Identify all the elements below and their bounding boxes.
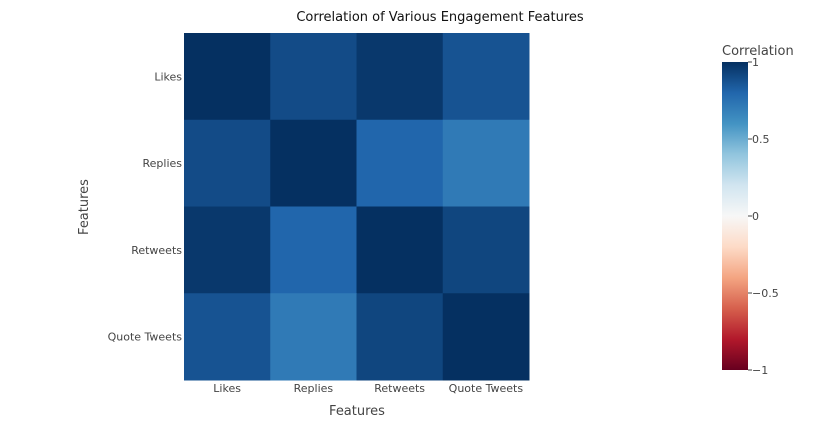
- y-tick-label: Replies: [142, 157, 182, 170]
- colorbar-tick-label: −0.5: [752, 287, 779, 300]
- colorbar-tick-label: −1: [752, 364, 768, 377]
- y-axis-title: Features: [77, 179, 92, 235]
- y-tick-label: Likes: [154, 70, 182, 83]
- heatmap-cell: [270, 293, 357, 381]
- x-tick-label: Quote Tweets: [449, 382, 524, 395]
- heatmap-cell: [184, 293, 271, 381]
- heatmap-cell: [442, 119, 530, 207]
- heatmap-cell: [442, 206, 530, 294]
- heatmap-cell: [184, 33, 271, 121]
- x-tick-label: Retweets: [374, 382, 425, 395]
- heatmap-cell: [356, 33, 444, 121]
- y-tick-label: Retweets: [131, 244, 182, 257]
- heatmap-cell: [270, 206, 357, 294]
- colorbar-ticks: 1 0.5 0 −0.5 −1: [748, 56, 779, 377]
- heatmap-cell: [270, 119, 357, 207]
- heatmap-cell: [184, 206, 271, 294]
- x-tick-label: Replies: [294, 382, 334, 395]
- heatmap-cells: [184, 33, 530, 381]
- heatmap-cell: [356, 119, 444, 207]
- colorbar-title: Correlation: [722, 44, 794, 59]
- colorbar-tick-label: 0: [752, 210, 759, 223]
- y-tick-label: Quote Tweets: [108, 331, 183, 344]
- heatmap-cell: [356, 293, 444, 381]
- x-tick-label: Likes: [213, 382, 241, 395]
- colorbar-tick-label: 1: [752, 56, 759, 69]
- heatmap-cell: [442, 293, 530, 381]
- x-axis-ticks: Likes Replies Retweets Quote Tweets: [213, 382, 523, 395]
- heatmap-cell: [270, 33, 357, 121]
- x-axis-title: Features: [329, 404, 385, 419]
- colorbar-tick-label: 0.5: [752, 133, 770, 146]
- colorbar: [722, 62, 748, 370]
- heatmap-cell: [442, 33, 530, 121]
- heatmap-cell: [356, 206, 444, 294]
- y-axis-ticks: Likes Replies Retweets Quote Tweets: [108, 70, 183, 343]
- chart-title: Correlation of Various Engagement Featur…: [296, 10, 584, 25]
- heatmap-cell: [184, 119, 271, 207]
